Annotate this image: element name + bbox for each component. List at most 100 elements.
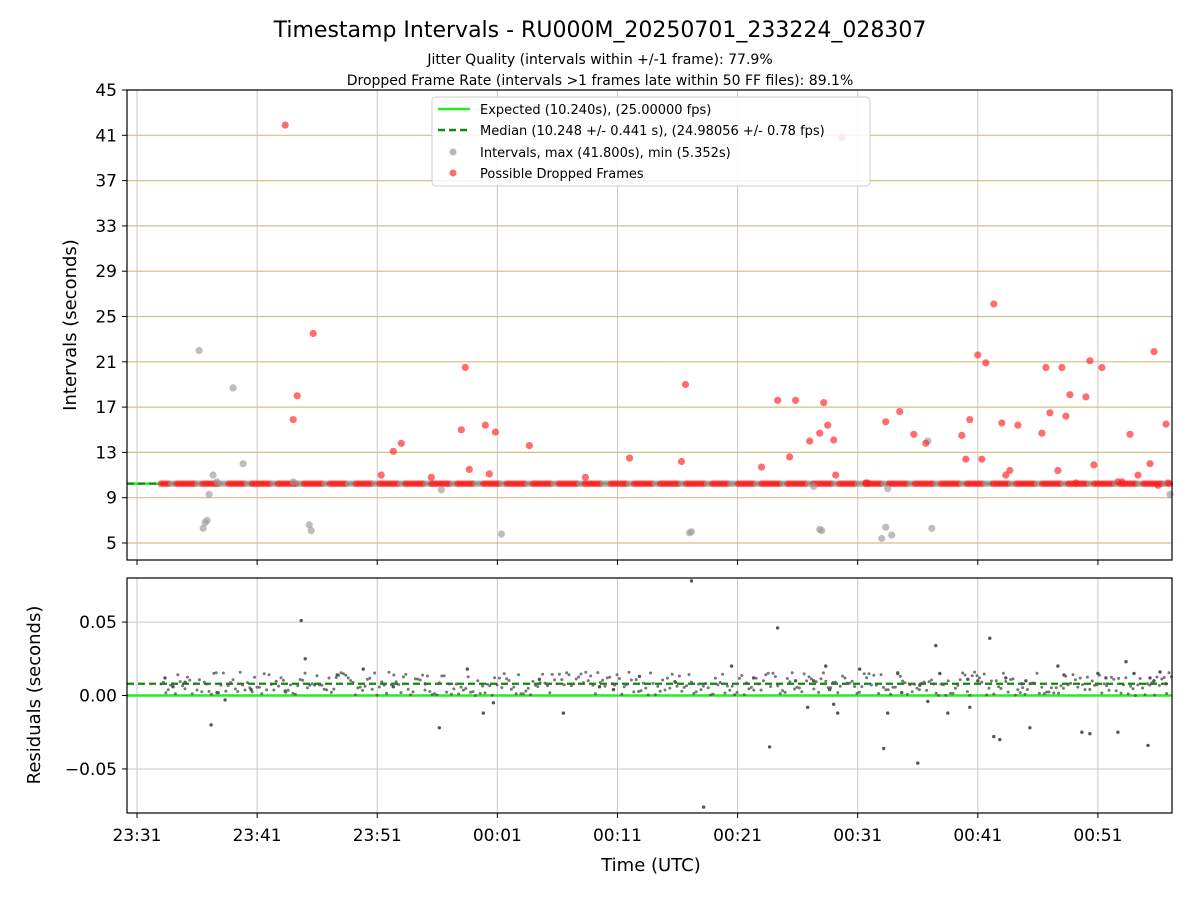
residual-cloud-point bbox=[1102, 682, 1106, 686]
residual-cloud-point bbox=[1155, 675, 1159, 679]
dropped-frame-point bbox=[990, 300, 998, 308]
residual-cloud-point bbox=[769, 685, 773, 688]
interval-point bbox=[209, 471, 217, 479]
residual-cloud-point bbox=[925, 688, 929, 692]
residual-point bbox=[976, 679, 980, 683]
residual-cloud-point bbox=[586, 679, 590, 683]
intervals-y-tick-label: 29 bbox=[95, 262, 117, 282]
residual-cloud-point bbox=[783, 690, 787, 694]
residual-cloud-point bbox=[473, 694, 477, 697]
residual-cloud-point bbox=[901, 679, 905, 683]
residual-cloud-point bbox=[742, 693, 746, 697]
dropped-frame-point bbox=[830, 436, 838, 444]
interval-point bbox=[810, 482, 818, 490]
residual-cloud-point bbox=[788, 680, 792, 684]
residual-cloud-point bbox=[397, 683, 401, 686]
interval-point bbox=[878, 534, 886, 543]
residual-cloud-point bbox=[226, 684, 230, 688]
residual-cloud-point bbox=[327, 676, 331, 680]
interval-point bbox=[497, 530, 505, 538]
residual-cloud-point bbox=[1090, 679, 1094, 683]
residual-cloud-point bbox=[421, 673, 425, 677]
residual-cloud-point bbox=[447, 682, 451, 686]
residual-point bbox=[335, 673, 339, 677]
residual-cloud-point bbox=[332, 687, 336, 691]
residual-cloud-point bbox=[980, 680, 984, 684]
residual-cloud-point bbox=[560, 678, 564, 682]
residual-cloud-point bbox=[1035, 671, 1039, 675]
residual-cloud-point bbox=[411, 690, 415, 694]
residual-cloud-point bbox=[452, 687, 456, 691]
dropped-frame-point bbox=[1118, 478, 1126, 486]
residual-cloud-point bbox=[855, 692, 859, 695]
residual-cloud-point bbox=[687, 673, 691, 676]
dropped-frame-point bbox=[1086, 357, 1094, 365]
residual-cloud-point bbox=[572, 682, 576, 686]
dropped-frame-point bbox=[982, 359, 990, 367]
residual-point bbox=[751, 676, 756, 680]
residual-point bbox=[1148, 676, 1152, 680]
residual-cloud-point bbox=[392, 673, 396, 677]
residual-cloud-point bbox=[699, 688, 703, 692]
residual-cloud-point bbox=[908, 683, 912, 687]
residual-cloud-point bbox=[929, 678, 933, 682]
residual-cloud-point bbox=[346, 676, 350, 680]
x-tick-label: 00:21 bbox=[713, 826, 762, 846]
residual-point bbox=[1158, 670, 1162, 674]
residual-cloud-point bbox=[766, 671, 770, 675]
residual-cloud-point bbox=[584, 670, 588, 674]
dropped-frame-point bbox=[978, 455, 986, 463]
residual-cloud-point bbox=[1105, 684, 1109, 688]
residual-cloud-point bbox=[517, 673, 521, 677]
residual-cloud-point bbox=[1061, 686, 1065, 690]
residual-cloud-point bbox=[377, 685, 381, 689]
residual-cloud-point bbox=[713, 676, 717, 680]
residual-cloud-point bbox=[884, 688, 888, 692]
intervals-panel: 5 9 13 17 21 25 29 33 37 41 45 Intervals (seconds)… bbox=[60, 81, 1174, 565]
interval-point bbox=[687, 528, 696, 536]
residual-cloud-point bbox=[610, 682, 614, 686]
residual-cloud-point bbox=[812, 687, 816, 691]
dropped-frame-point bbox=[681, 380, 690, 389]
residual-point bbox=[423, 682, 427, 686]
residual-cloud-point bbox=[305, 686, 309, 690]
residual-cloud-point bbox=[495, 683, 499, 687]
dropped-frame-point bbox=[1134, 471, 1142, 479]
dropped-frame-point bbox=[758, 463, 766, 471]
residual-cloud-point bbox=[932, 682, 936, 686]
residual-cloud-point bbox=[243, 688, 247, 692]
residual-cloud-point bbox=[349, 679, 353, 682]
residual-cloud-point bbox=[481, 684, 485, 688]
residual-cloud-point bbox=[493, 676, 497, 680]
residual-cloud-point bbox=[543, 681, 547, 685]
residual-cloud-point bbox=[1078, 676, 1082, 680]
residual-cloud-point bbox=[661, 678, 665, 682]
residual-cloud-point bbox=[188, 678, 192, 682]
residual-cloud-point bbox=[953, 686, 957, 690]
residual-cloud-point bbox=[591, 683, 595, 687]
residual-cloud-point bbox=[622, 685, 626, 689]
intervals-y-tick-label: 9 bbox=[106, 489, 117, 509]
residual-cloud-point bbox=[963, 673, 967, 677]
residuals-y-tick-label: −0.05 bbox=[65, 760, 117, 780]
residual-point bbox=[824, 664, 828, 668]
dropped-frame-point bbox=[457, 426, 465, 434]
residual-cloud-point bbox=[886, 688, 890, 692]
residual-cloud-point bbox=[949, 691, 953, 695]
residual-cloud-point bbox=[1133, 694, 1137, 697]
residual-cloud-point bbox=[764, 673, 768, 677]
legend-dropped-label: Possible Dropped Frames bbox=[480, 167, 644, 182]
x-tick-label: 00:01 bbox=[473, 826, 522, 846]
legend-dropped-swatch bbox=[449, 169, 457, 177]
residual-cloud-point bbox=[680, 689, 684, 693]
residuals-axes-frame bbox=[126, 577, 1173, 814]
residual-cloud-point bbox=[1016, 688, 1020, 692]
residuals-y-tick-label: 0.05 bbox=[79, 613, 117, 633]
residual-cloud-point bbox=[368, 676, 372, 680]
residual-cloud-point bbox=[485, 682, 489, 686]
dropped-frame-point bbox=[824, 421, 832, 429]
residual-cloud-point bbox=[685, 684, 689, 688]
residual-cloud-point bbox=[536, 685, 540, 689]
dropped-frame-subtitle: Dropped Frame Rate (intervals >1 frames … bbox=[347, 73, 854, 89]
residual-cloud-point bbox=[898, 674, 902, 678]
